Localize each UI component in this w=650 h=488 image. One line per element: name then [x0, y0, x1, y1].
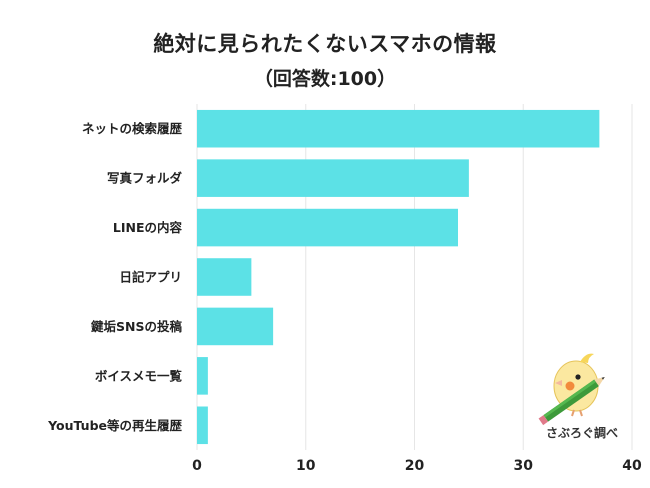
category-label: 鍵垢SNSの投稿	[91, 319, 182, 334]
bar-7	[197, 406, 208, 445]
bar-4	[197, 258, 252, 296]
category-label: YouTube等の再生履歴	[47, 418, 182, 433]
chart-title: 絶対に見られたくないスマホの情報	[153, 32, 497, 56]
bar-5	[197, 307, 274, 346]
category-label: LINEの内容	[113, 220, 183, 235]
bird-with-pencil-icon	[538, 353, 605, 426]
x-tick-label: 30	[514, 458, 534, 474]
x-tick-label: 40	[622, 458, 642, 474]
chart-subtitle: （回答数:100）	[253, 68, 397, 90]
bar-6	[197, 357, 208, 395]
category-label: 写真フォルダ	[107, 171, 183, 186]
x-tick-label: 20	[405, 458, 425, 474]
logo: さぶろぐ調べ	[532, 348, 642, 440]
bar-2	[197, 159, 469, 197]
x-tick-label: 0	[192, 458, 202, 474]
category-label: ボイスメモ一覧	[95, 368, 183, 383]
category-label: ネットの検索履歴	[82, 121, 183, 136]
chart-title-block: 絶対に見られたくないスマホの情報 （回答数:100）	[0, 30, 650, 94]
logo-text: さぶろぐ調べ	[545, 426, 618, 440]
x-tick-label: 10	[296, 458, 316, 474]
bar-3	[197, 208, 458, 247]
category-label: 日記アプリ	[119, 270, 182, 285]
bar-1	[197, 109, 600, 148]
